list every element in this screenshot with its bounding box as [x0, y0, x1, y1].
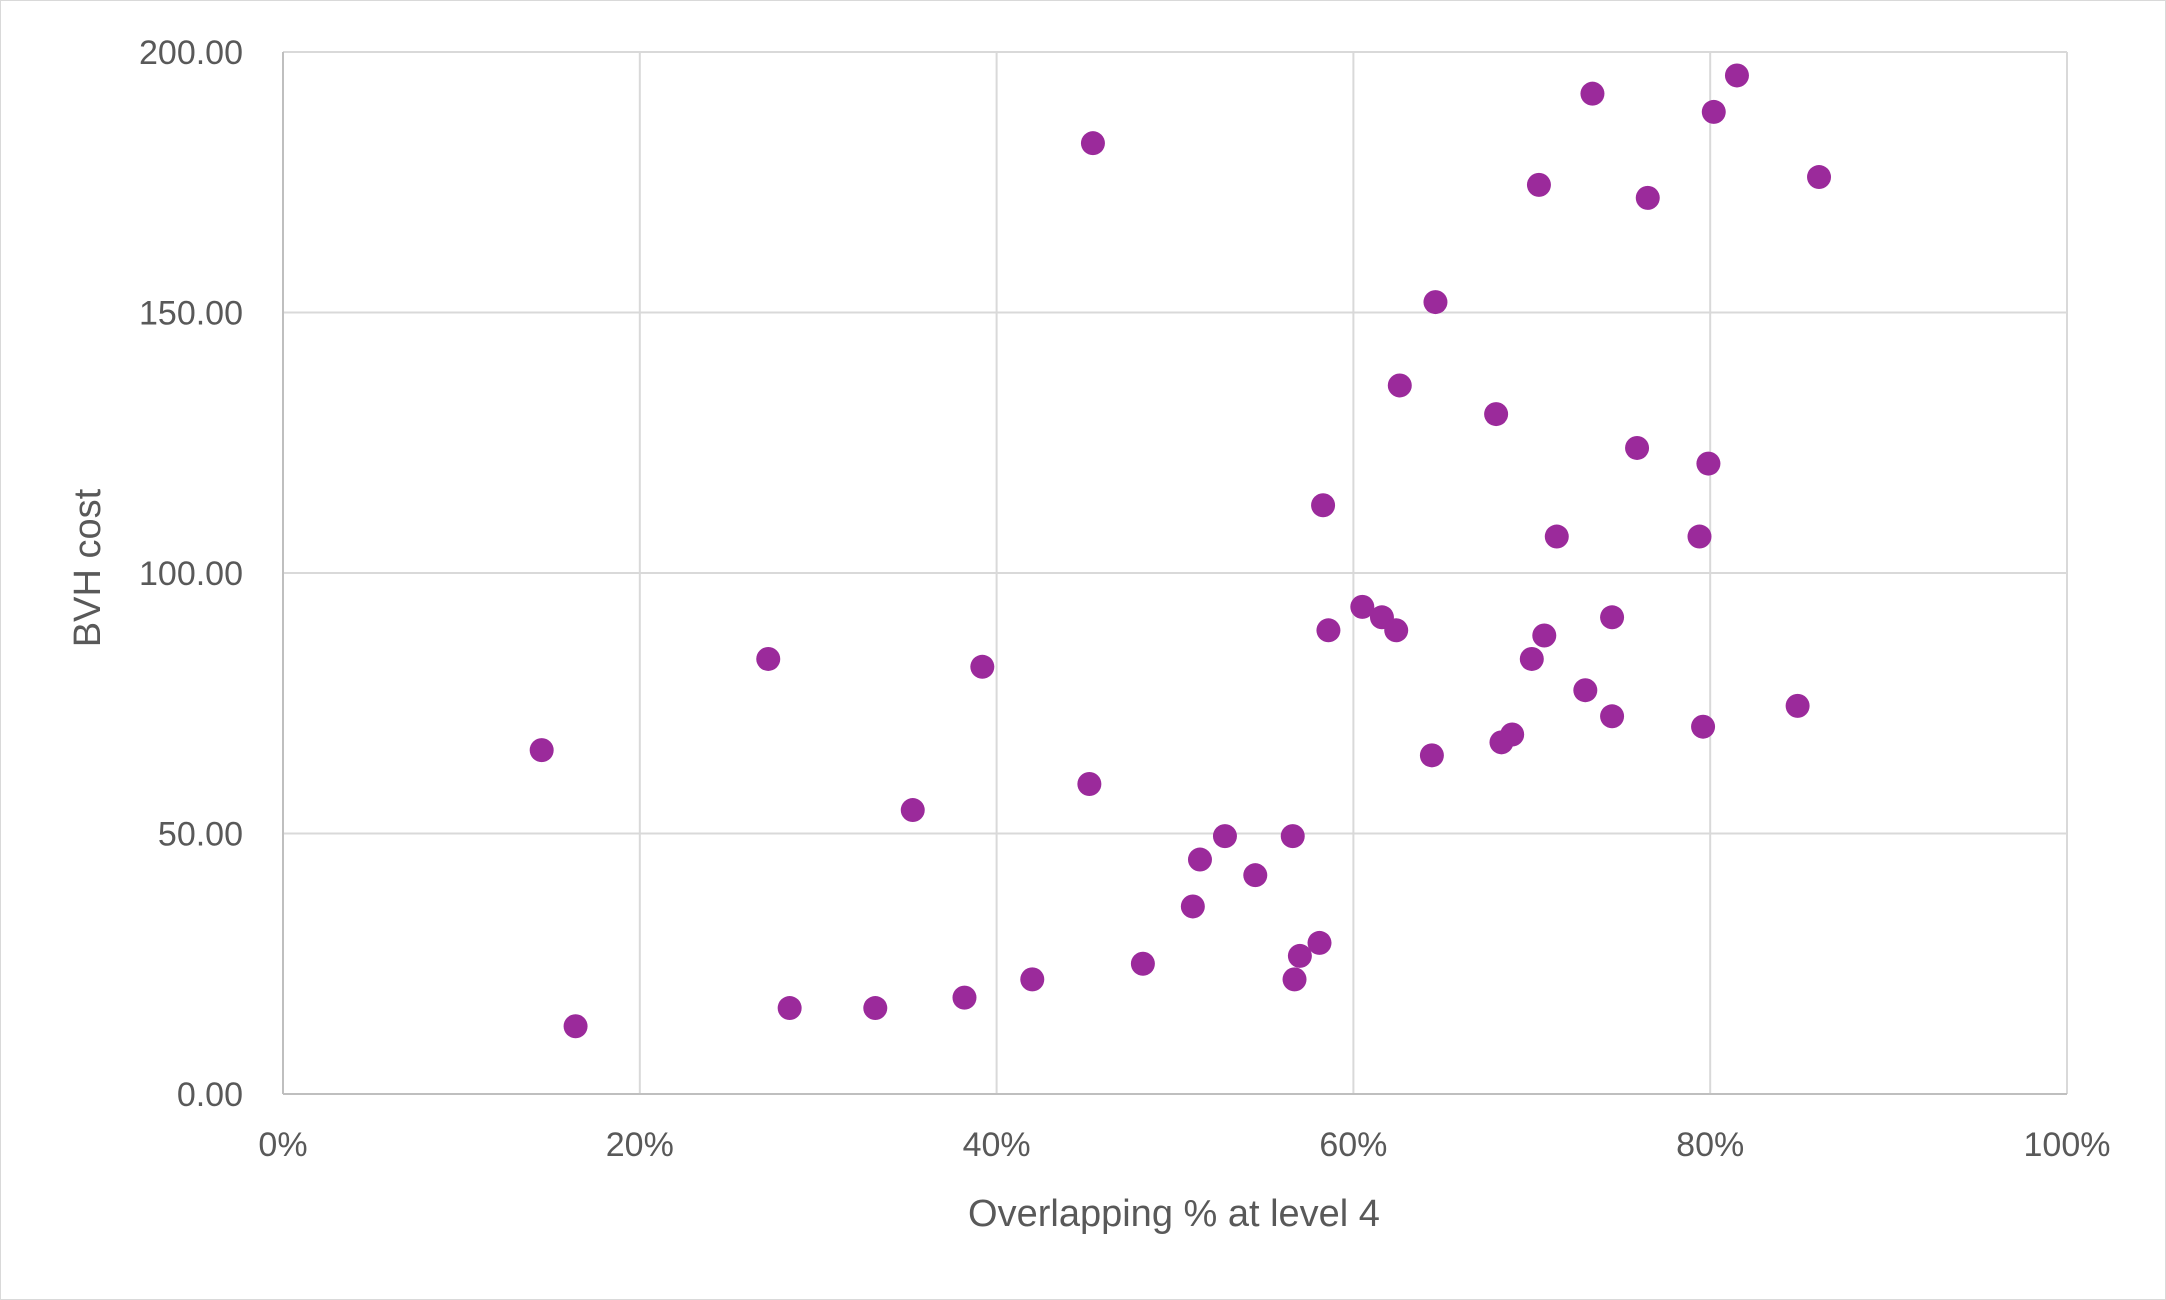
x-axis-title: Overlapping % at level 4: [968, 1193, 1380, 1235]
data-point: [1600, 704, 1625, 729]
data-point: [529, 738, 554, 763]
x-tick-label: 0%: [258, 1126, 307, 1164]
y-tick-label: 150.00: [139, 295, 243, 333]
y-tick-label: 0.00: [177, 1076, 243, 1114]
data-point: [1350, 594, 1375, 619]
x-tick-label: 40%: [963, 1126, 1031, 1164]
data-point: [1687, 524, 1712, 549]
data-point: [1020, 967, 1045, 992]
axes: [282, 52, 2067, 1095]
data-point: [1187, 847, 1212, 872]
data-points: [529, 63, 1832, 1039]
data-point: [1280, 824, 1305, 849]
data-point: [1519, 646, 1544, 671]
x-tick-label: 100%: [2024, 1126, 2111, 1164]
data-point: [1419, 743, 1444, 768]
data-point: [1500, 722, 1525, 747]
y-tick-label: 100.00: [139, 555, 243, 593]
data-point: [1696, 451, 1721, 476]
data-point: [1130, 951, 1155, 976]
data-point: [1180, 894, 1205, 919]
data-point: [970, 654, 995, 679]
y-tick-label: 50.00: [158, 816, 243, 854]
data-point: [952, 985, 977, 1010]
data-point: [1635, 185, 1660, 210]
y-axis-ticks: 0.00 50.00 100.00 150.00 200.00: [139, 34, 243, 1114]
data-point: [1484, 402, 1509, 427]
data-point: [863, 996, 888, 1021]
data-point: [1701, 99, 1726, 124]
data-point: [1282, 967, 1307, 992]
data-point: [1311, 493, 1336, 518]
data-point: [1580, 81, 1605, 106]
data-point: [900, 798, 925, 823]
data-point: [563, 1014, 588, 1039]
x-tick-label: 80%: [1676, 1126, 1744, 1164]
data-point: [1384, 618, 1409, 643]
data-point: [1212, 824, 1237, 849]
data-point: [1691, 714, 1716, 739]
data-point: [1077, 772, 1102, 797]
x-tick-label: 20%: [606, 1126, 674, 1164]
data-point: [1785, 693, 1810, 718]
x-axis-ticks: 0% 20% 40% 60% 80% 100%: [258, 1126, 2110, 1164]
data-point: [1287, 943, 1312, 968]
data-point: [1423, 290, 1448, 315]
data-point: [1573, 678, 1598, 703]
data-point: [756, 646, 781, 671]
data-point: [777, 996, 802, 1021]
y-axis-title: BVH cost: [67, 488, 109, 647]
data-point: [1625, 435, 1650, 460]
data-point: [1080, 131, 1105, 156]
data-point: [1387, 373, 1412, 398]
data-point: [1724, 63, 1749, 88]
data-point: [1526, 172, 1551, 197]
gridlines: [283, 51, 2068, 1094]
x-tick-label: 60%: [1319, 1126, 1387, 1164]
data-point: [1307, 930, 1332, 955]
data-point: [1544, 524, 1569, 549]
data-point: [1600, 605, 1625, 630]
data-point: [1532, 623, 1557, 648]
data-point: [1316, 618, 1341, 643]
y-tick-label: 200.00: [139, 34, 243, 72]
data-point: [1807, 165, 1832, 190]
data-point: [1243, 863, 1268, 888]
